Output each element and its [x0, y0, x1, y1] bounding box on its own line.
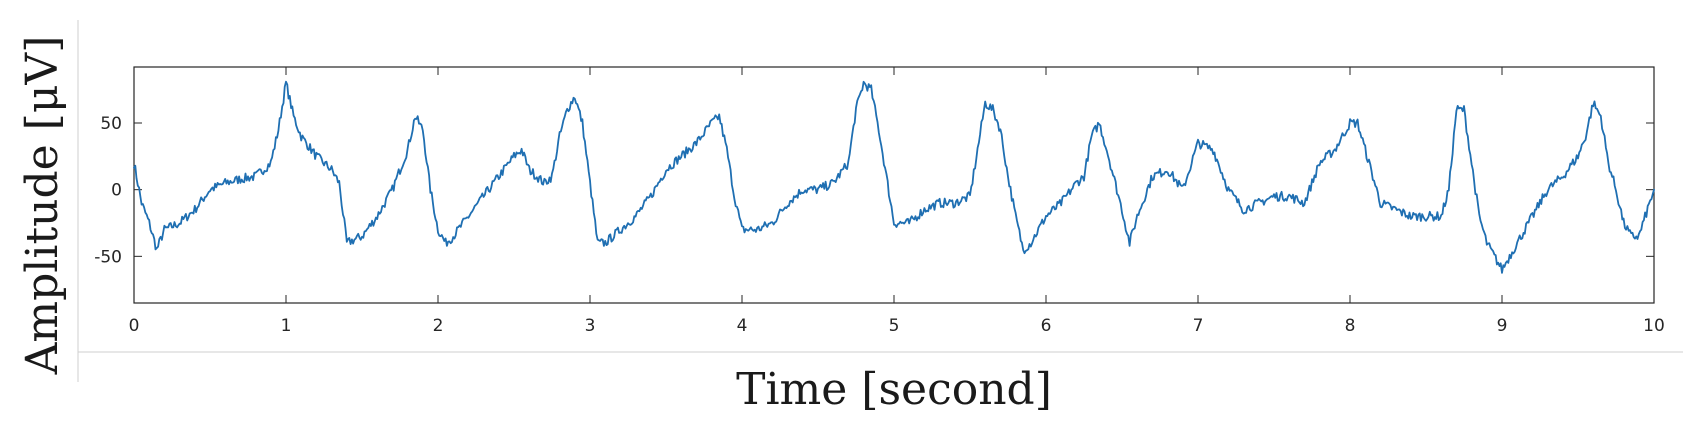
x-tick-label: 3: [585, 316, 596, 336]
x-tick-label: 5: [889, 316, 900, 336]
y-tick-label: 0: [111, 181, 122, 201]
x-tick-label: 10: [1643, 316, 1665, 336]
x-axis-title: Time [second]: [736, 364, 1052, 415]
series-line: [133, 80, 1655, 274]
x-tick-label: 6: [1041, 316, 1052, 336]
x-tick-label: 1: [281, 316, 292, 336]
x-tick-label: 8: [1345, 316, 1356, 336]
x-tick-label: 2: [433, 316, 444, 336]
plot-box: [133, 66, 1655, 304]
y-tick-label: -50: [94, 247, 122, 267]
x-tick-label: 4: [737, 316, 748, 336]
x-tick-label: 7: [1193, 316, 1204, 336]
x-tick-label: 9: [1497, 316, 1508, 336]
y-axis-title: Amplitude [μV]: [17, 36, 68, 376]
ticks-layer: [133, 67, 1655, 303]
x-tick-label: 0: [129, 316, 140, 336]
tick-labels-layer: 0 1 2 3 4 5 6 7 8 9 10 -50 0 50: [94, 114, 1665, 336]
y-tick-label: 50: [100, 114, 122, 134]
